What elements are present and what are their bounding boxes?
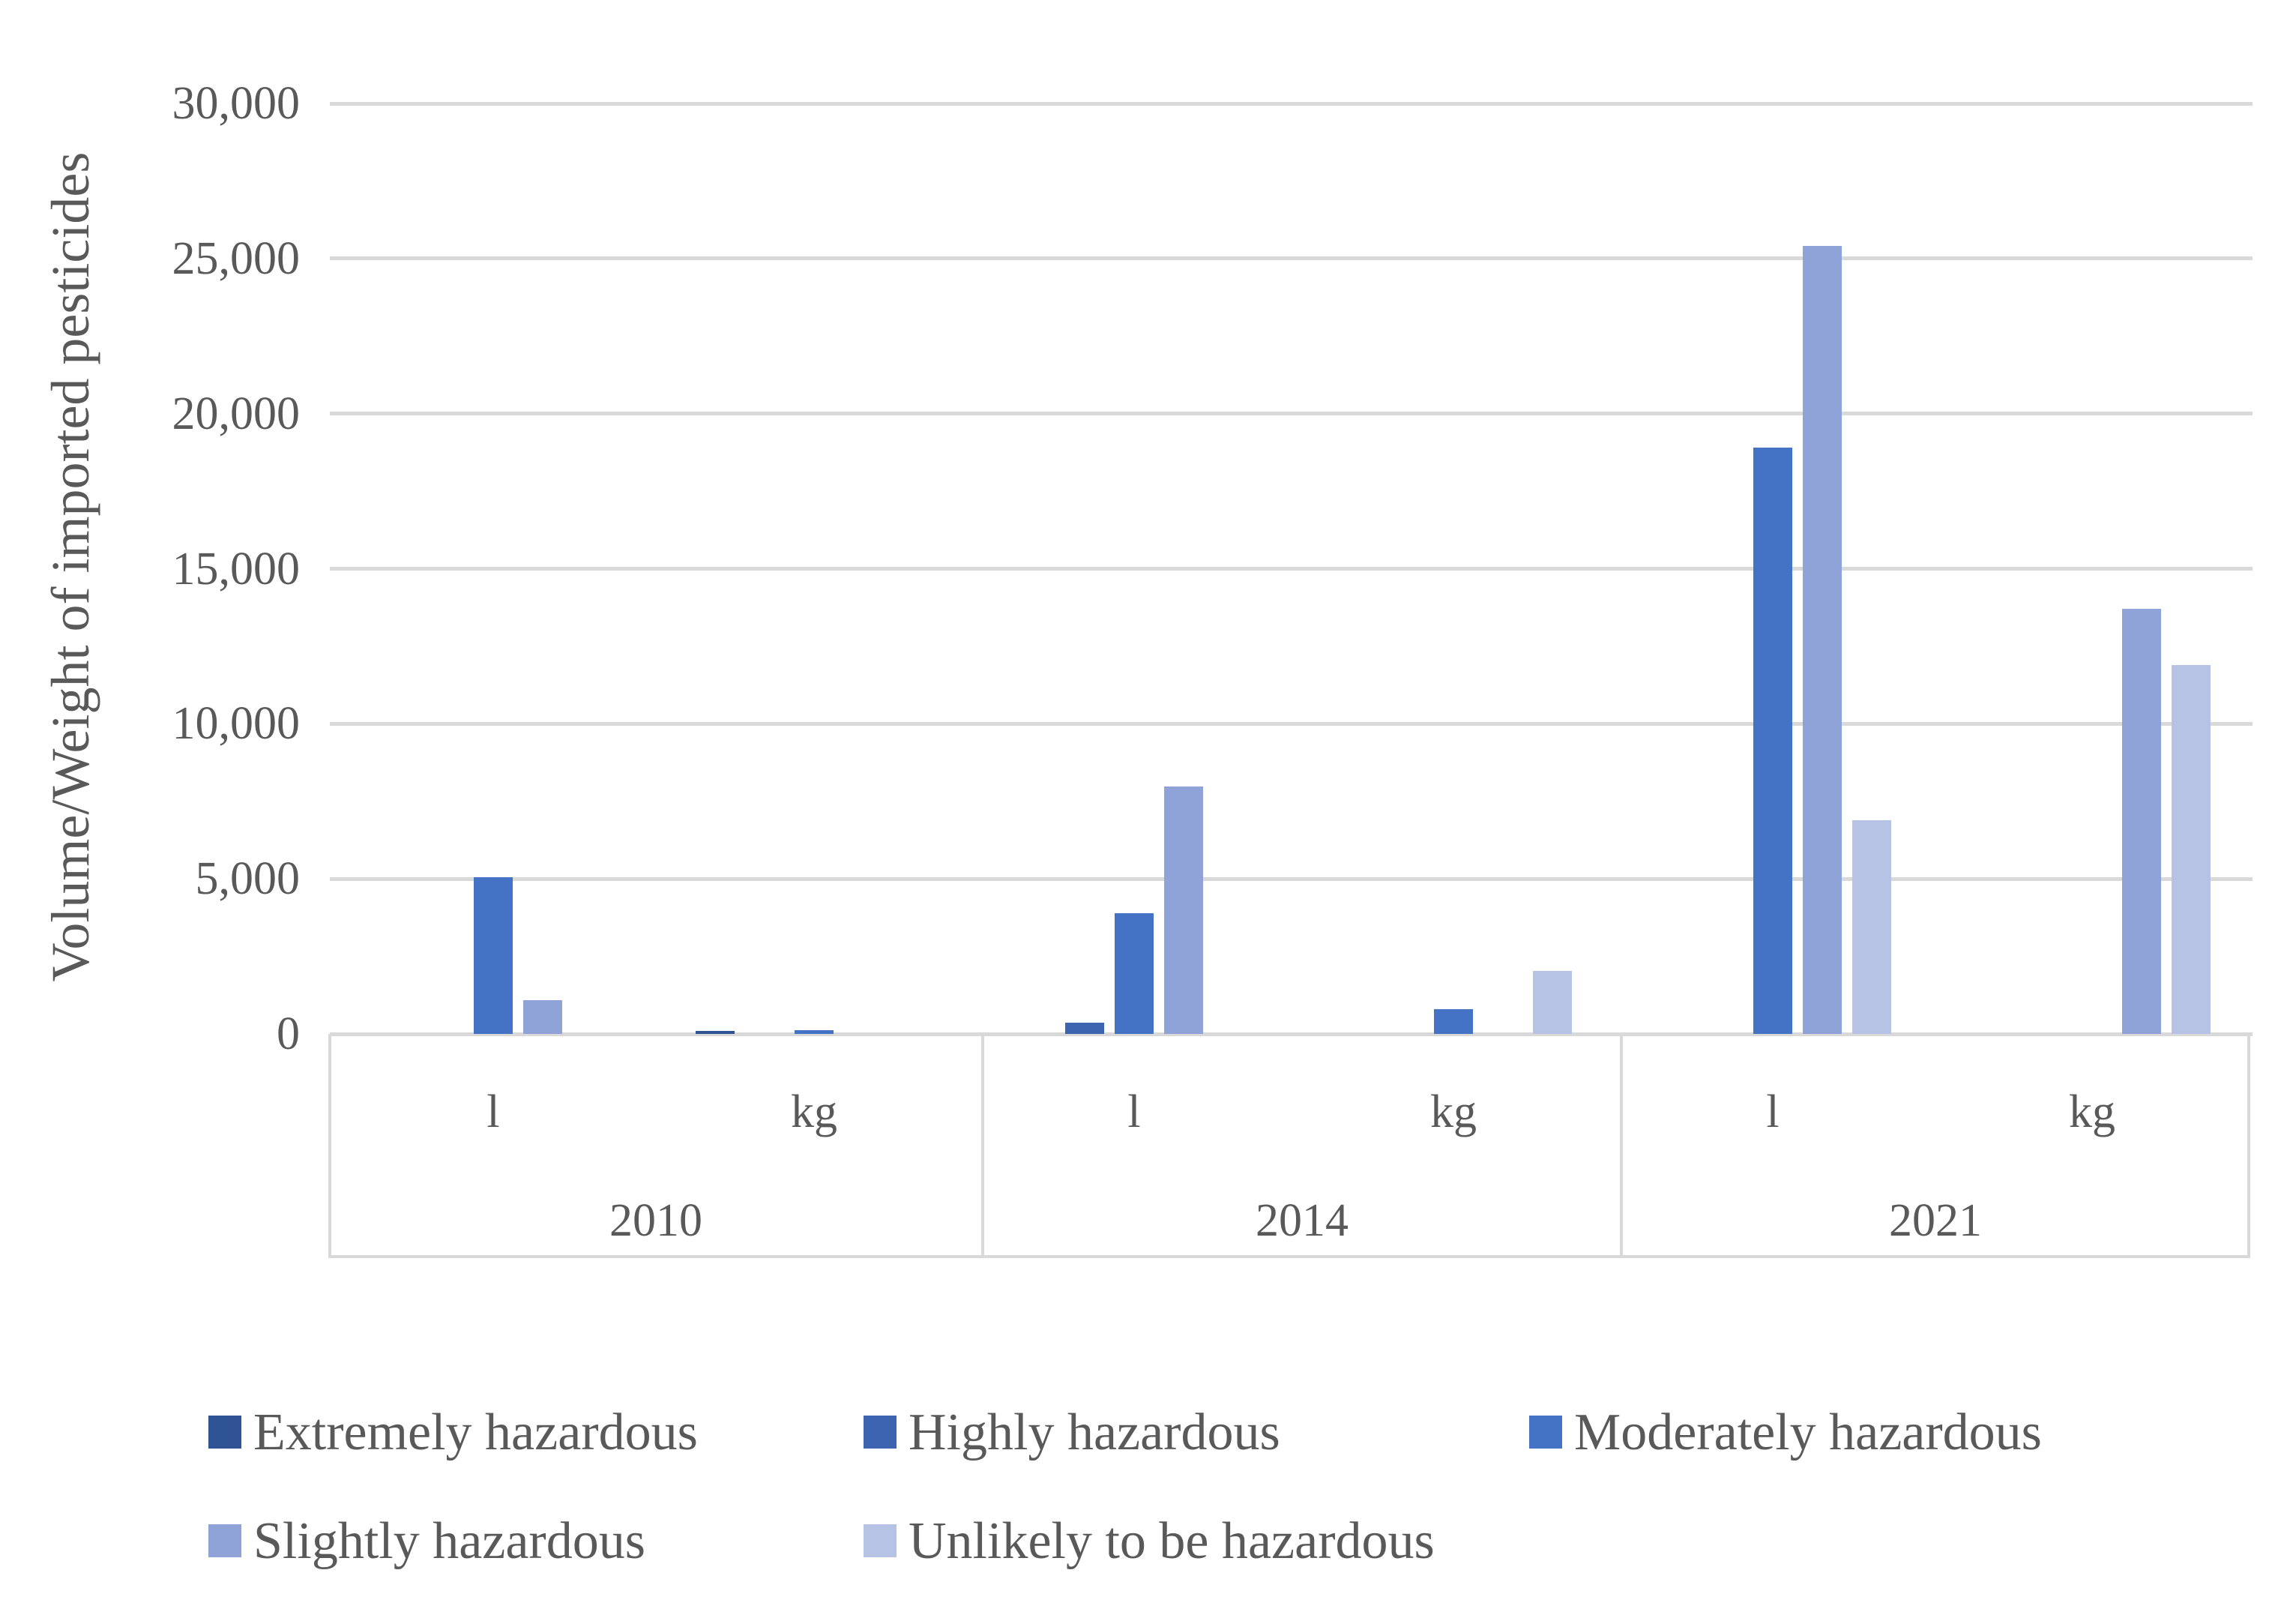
y-tick-label-15000: 15,000 xyxy=(172,543,301,595)
bar-2014-l-slightly-hazardous xyxy=(1164,786,1203,1034)
gridline-30000 xyxy=(330,101,2253,106)
bar-2010-l-moderately-hazardous xyxy=(474,877,513,1034)
legend-label-moderately-hazardous: Moderately hazardous xyxy=(1574,1404,2042,1461)
unit-tick-label-2021-kg: kg xyxy=(2069,1086,2115,1137)
unit-tick-label-2021-l: l xyxy=(1766,1086,1780,1137)
legend-item-unlikely-to-be-hazardous: Unlikely to be hazardous xyxy=(864,1512,1435,1571)
bar-2021-l-moderately-hazardous xyxy=(1753,448,1792,1034)
bar-2014-l-moderately-hazardous xyxy=(1115,912,1154,1034)
legend-item-moderately-hazardous: Moderately hazardous xyxy=(1529,1404,2042,1462)
bar-2021-l-slightly-hazardous xyxy=(1803,246,1842,1034)
bar-2014-kg-unlikely-to-be-hazardous xyxy=(1533,971,1572,1034)
bar-2010-kg-moderately-hazardous xyxy=(795,1030,834,1034)
y-tick-label-25000: 25,000 xyxy=(172,232,301,284)
y-tick-label-30000: 30,000 xyxy=(172,78,301,129)
bar-2021-l-unlikely-to-be-hazardous xyxy=(1852,819,1891,1034)
legend-swatch-slightly-hazardous xyxy=(208,1524,241,1557)
legend-label-unlikely-to-be-hazardous: Unlikely to be hazardous xyxy=(909,1512,1435,1570)
legend-swatch-moderately-hazardous xyxy=(1529,1416,1562,1449)
year-tick-label-2010: 2010 xyxy=(609,1195,702,1246)
gridline-25000 xyxy=(330,256,2253,261)
legend-item-slightly-hazardous: Slightly hazardous xyxy=(208,1512,645,1571)
axis-divider-3 xyxy=(2247,1034,2250,1258)
axis-bottom-line xyxy=(330,1255,2249,1258)
axis-divider-2 xyxy=(1620,1034,1623,1258)
legend-swatch-extremely-hazardous xyxy=(208,1416,241,1449)
year-tick-label-2021: 2021 xyxy=(1889,1195,1982,1246)
bar-2010-kg-extremely-hazardous xyxy=(696,1030,735,1034)
gridline-15000 xyxy=(330,567,2253,571)
gridline-5000 xyxy=(330,876,2253,881)
gridline-0 xyxy=(330,1032,2253,1036)
legend-label-slightly-hazardous: Slightly hazardous xyxy=(253,1512,645,1570)
axis-divider-0 xyxy=(328,1034,331,1258)
unit-tick-label-2010-l: l xyxy=(486,1086,500,1137)
legend-item-extremely-hazardous: Extremely hazardous xyxy=(208,1404,698,1462)
legend-swatch-unlikely-to-be-hazardous xyxy=(864,1524,897,1557)
axis-divider-1 xyxy=(981,1034,984,1258)
gridline-20000 xyxy=(330,412,2253,416)
y-tick-label-0: 0 xyxy=(277,1008,300,1059)
y-tick-label-5000: 5,000 xyxy=(195,853,301,905)
bar-2021-kg-slightly-hazardous xyxy=(2122,609,2161,1034)
unit-tick-label-2010-kg: kg xyxy=(791,1086,837,1137)
bar-2010-l-slightly-hazardous xyxy=(523,999,562,1034)
bar-2014-kg-moderately-hazardous xyxy=(1434,1008,1473,1034)
y-tick-label-10000: 10,000 xyxy=(172,698,301,750)
bar-2021-kg-unlikely-to-be-hazardous xyxy=(2172,664,2211,1034)
y-tick-label-20000: 20,000 xyxy=(172,388,301,439)
year-tick-label-2014: 2014 xyxy=(1256,1195,1349,1246)
unit-tick-label-2014-l: l xyxy=(1127,1086,1141,1137)
gridline-10000 xyxy=(330,721,2253,726)
unit-tick-label-2014-kg: kg xyxy=(1430,1086,1477,1137)
bar-2014-l-highly-hazardous xyxy=(1065,1023,1104,1034)
legend-label-highly-hazardous: Highly hazardous xyxy=(909,1404,1280,1461)
legend-swatch-highly-hazardous xyxy=(864,1416,897,1449)
legend-item-highly-hazardous: Highly hazardous xyxy=(864,1404,1280,1462)
legend-label-extremely-hazardous: Extremely hazardous xyxy=(253,1404,698,1461)
